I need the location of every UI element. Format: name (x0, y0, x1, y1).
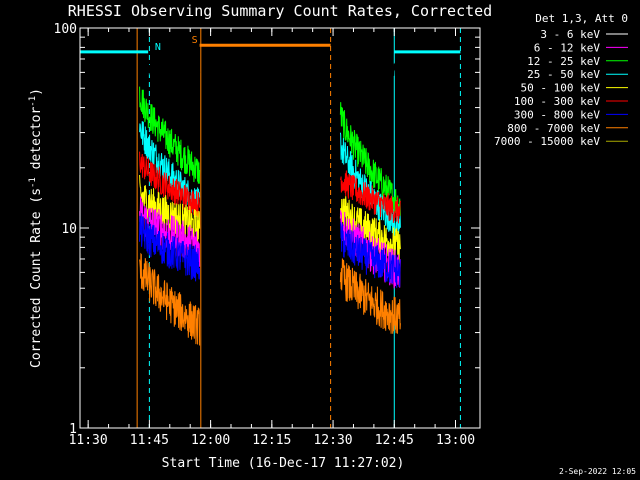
x-axis-label: Start Time (16-Dec-17 11:27:02) (162, 456, 405, 471)
legend-label-5: 100 - 300 keV (514, 95, 600, 108)
legend-label-8: 7000 - 15000 keV (494, 135, 600, 148)
series-line-6-1 (339, 222, 401, 288)
plot-area: NS (79, 28, 461, 428)
y-tick-label-1: 10 (61, 222, 77, 237)
legend-label-7: 800 - 7000 keV (507, 122, 600, 135)
legend-label-4: 50 - 100 keV (521, 82, 601, 95)
series-line-1-0 (139, 86, 201, 184)
series-line-0-1 (339, 61, 401, 78)
series-800-7000keV (139, 252, 401, 346)
series-line-1-1 (339, 102, 401, 218)
legend-label-2: 12 - 25 keV (527, 55, 600, 68)
x-tick-label-3: 12:15 (252, 433, 291, 448)
x-tick-label-6: 13:00 (436, 433, 475, 448)
x-tick-label-2: 12:00 (191, 433, 230, 448)
flag-label-S: S (192, 35, 198, 46)
legend-label-1: 6 - 12 keV (534, 41, 601, 54)
x-axis: 11:30 11:45 12:00 12:15 12:30 12:45 13:00 (69, 28, 475, 448)
series-line-3-1 (339, 170, 401, 224)
legend-label-0: 3 - 6 keV (540, 28, 600, 41)
series-300-800keV (139, 213, 401, 288)
legend-label-6: 300 - 800 keV (514, 108, 600, 121)
y-tick-label-2: 1 (69, 422, 77, 437)
series-3-6keV (139, 61, 401, 78)
series-line-7-1 (339, 258, 401, 334)
series-line-0-0 (139, 61, 201, 77)
x-tick-label-1: 11:45 (130, 433, 169, 448)
y-tick-label-0: 100 (54, 22, 77, 37)
legend-header: Det 1,3, Att 0 (535, 12, 628, 25)
timestamp: 2-Sep-2022 12:05 (559, 467, 636, 476)
series-12-25keV (139, 86, 401, 218)
flag-label-N: N (155, 42, 161, 53)
x-tick-label-4: 12:30 (313, 433, 352, 448)
legend-label-3: 25 - 50 keV (527, 68, 600, 81)
series-line-6-0 (139, 213, 201, 282)
y-axis-label: Corrected Count Rate (s-1 detector-1) (28, 88, 44, 368)
series-line-7-0 (139, 252, 201, 346)
x-tick-label-5: 12:45 (375, 433, 414, 448)
series-line-5-0 (139, 196, 201, 267)
x-tick-label-0: 11:30 (69, 433, 108, 448)
y-axis: 100 10 1 (54, 22, 480, 437)
chart-title: RHESSI Observing Summary Count Rates, Co… (68, 2, 492, 20)
